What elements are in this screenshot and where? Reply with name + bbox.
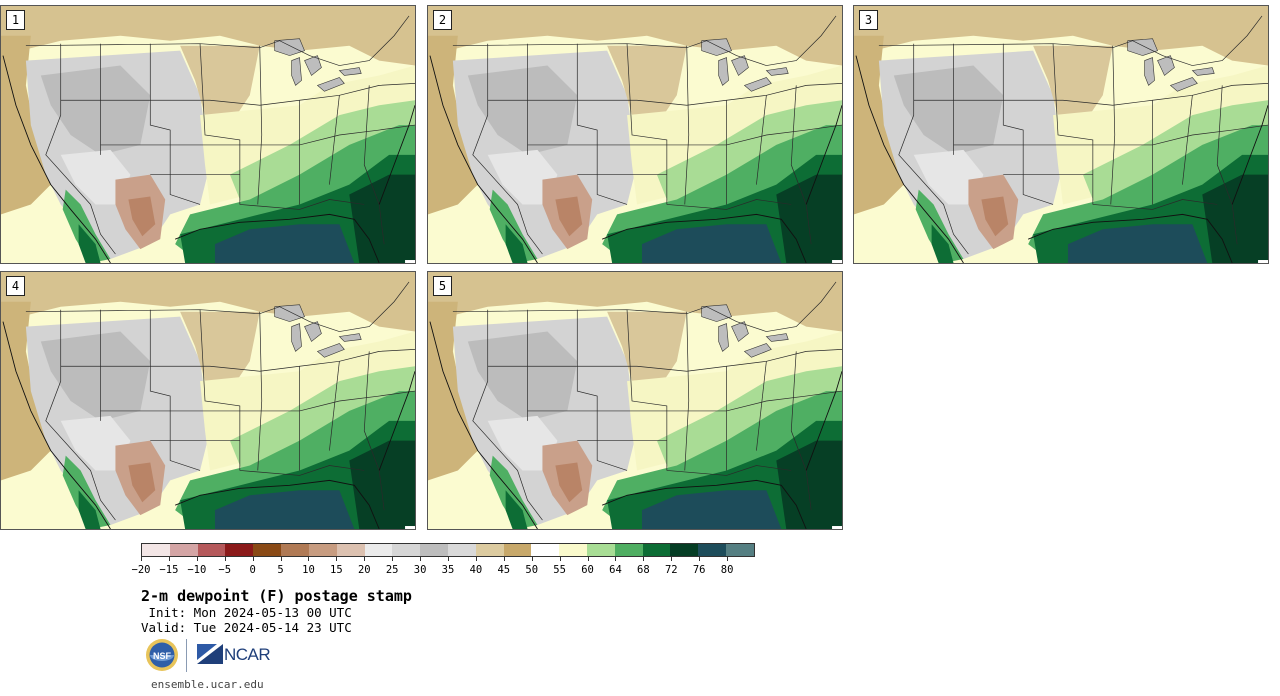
colorbar-swatch — [308, 544, 337, 556]
colorbar-swatch — [614, 544, 643, 556]
colorbar-tick-label: 5 — [277, 564, 284, 576]
panel-number-label: 2 — [433, 10, 452, 30]
dewpoint-map — [428, 6, 842, 263]
colorbar-tick — [336, 557, 338, 561]
panel-number-label: 5 — [433, 276, 452, 296]
ensemble-member-panel-3: 3 — [853, 5, 1269, 264]
panel-number-label: 3 — [859, 10, 878, 30]
colorbar-swatch — [197, 544, 226, 556]
colorbar-tick — [280, 557, 282, 561]
colorbar-tick-label: 45 — [497, 564, 511, 576]
colorbar-tick — [252, 557, 254, 561]
colorbar-tick-label: 20 — [357, 564, 371, 576]
colorbar-tick-label: −5 — [218, 564, 232, 576]
colorbar-tick-label: 60 — [581, 564, 594, 576]
colorbar-tick-label: 35 — [441, 564, 455, 576]
colorbar-swatch — [364, 544, 393, 556]
colorbar-swatch — [281, 544, 309, 556]
colorbar-tick-label: 55 — [553, 564, 566, 576]
panel-number-label: 4 — [6, 276, 25, 296]
colorbar-tick — [224, 557, 226, 561]
logo-divider — [186, 639, 187, 672]
colorbar-swatch — [642, 544, 671, 556]
init-time: Init: Mon 2024-05-13 00 UTC — [141, 605, 352, 620]
colorbar-tick-label: −20 — [131, 564, 151, 576]
ncar-logo-text: NCAR — [224, 645, 271, 664]
dewpoint-map — [1, 272, 415, 529]
colorbar-swatch — [420, 544, 448, 556]
colorbar-tick — [559, 557, 561, 561]
colorbar-tick-label: 64 — [609, 564, 622, 576]
logo-group: NSF NCAR — [145, 637, 285, 675]
colorbar-tick — [392, 557, 394, 561]
colorbar-swatch — [253, 544, 282, 556]
colorbar-tick-label: 25 — [385, 564, 399, 576]
colorbar-tick — [643, 557, 645, 561]
colorbar-swatch — [225, 544, 254, 556]
colorbar-tick — [671, 557, 673, 561]
colorbar-tick-label: −10 — [187, 564, 207, 576]
nsf-seal-icon: NSF — [146, 639, 178, 671]
ncar-mark-icon — [197, 644, 223, 664]
dewpoint-map — [428, 272, 842, 529]
colorbar-tick — [587, 557, 589, 561]
colorbar-tick — [448, 557, 449, 561]
colorbar-tick — [141, 557, 142, 561]
ensemble-member-panel-1: 1 — [0, 5, 416, 264]
colorbar-tick — [308, 557, 310, 561]
panel-number-label: 1 — [6, 10, 25, 30]
ensemble-member-panel-2: 2 — [427, 5, 843, 264]
colorbar-tick-label: 68 — [637, 564, 650, 576]
dewpoint-map — [1, 6, 415, 263]
colorbar-tick — [196, 557, 198, 561]
colorbar-swatch — [559, 544, 587, 556]
nsf-logo-text: NSF — [153, 651, 172, 661]
colorbar-tick — [475, 557, 477, 561]
ensemble-member-panel-4: 4 — [0, 271, 416, 530]
colorbar-swatch — [503, 544, 532, 556]
colorbar-swatch — [336, 544, 365, 556]
colorbar-tick — [420, 557, 422, 561]
colorbar-swatch — [475, 544, 504, 556]
colorbar-swatch — [392, 544, 421, 556]
product-title: 2-m dewpoint (F) postage stamp — [141, 587, 412, 605]
colorbar-swatch — [726, 544, 754, 556]
colorbar-swatch — [587, 544, 615, 556]
site-url: ensemble.ucar.edu — [151, 678, 264, 691]
colorbar-tick-label: 80 — [720, 564, 734, 576]
colorbar-tick — [364, 557, 366, 561]
colorbar-tick-label: 76 — [692, 564, 706, 576]
colorbar-tick — [168, 557, 170, 561]
colorbar-swatch — [142, 544, 170, 556]
colorbar-swatch — [447, 544, 476, 556]
colorbar-tick — [699, 557, 701, 561]
valid-time: Valid: Tue 2024-05-14 23 UTC — [141, 620, 352, 635]
colorbar-tick-label: −15 — [159, 564, 179, 576]
colorbar-tick — [727, 557, 729, 561]
colorbar-tick-label: 40 — [469, 564, 483, 576]
colorbar-tick-label: 10 — [302, 564, 315, 576]
colorbar-swatch — [698, 544, 727, 556]
colorbar-swatch — [531, 544, 560, 556]
dewpoint-map — [854, 6, 1268, 263]
ensemble-member-panel-5: 5 — [427, 271, 843, 530]
colorbar-swatch — [670, 544, 699, 556]
dewpoint-colorbar — [141, 543, 755, 557]
colorbar-swatch — [169, 544, 198, 556]
colorbar-tick-label: 30 — [413, 564, 427, 576]
colorbar-tick — [503, 557, 505, 561]
colorbar-tick-label: 15 — [330, 564, 343, 576]
colorbar-tick — [531, 557, 533, 561]
colorbar-tick-label: 0 — [249, 564, 256, 576]
colorbar-tick-label: 72 — [664, 564, 678, 576]
colorbar-tick — [615, 557, 617, 561]
colorbar-tick-label: 50 — [525, 564, 539, 576]
colorbar-ticks — [141, 557, 755, 563]
